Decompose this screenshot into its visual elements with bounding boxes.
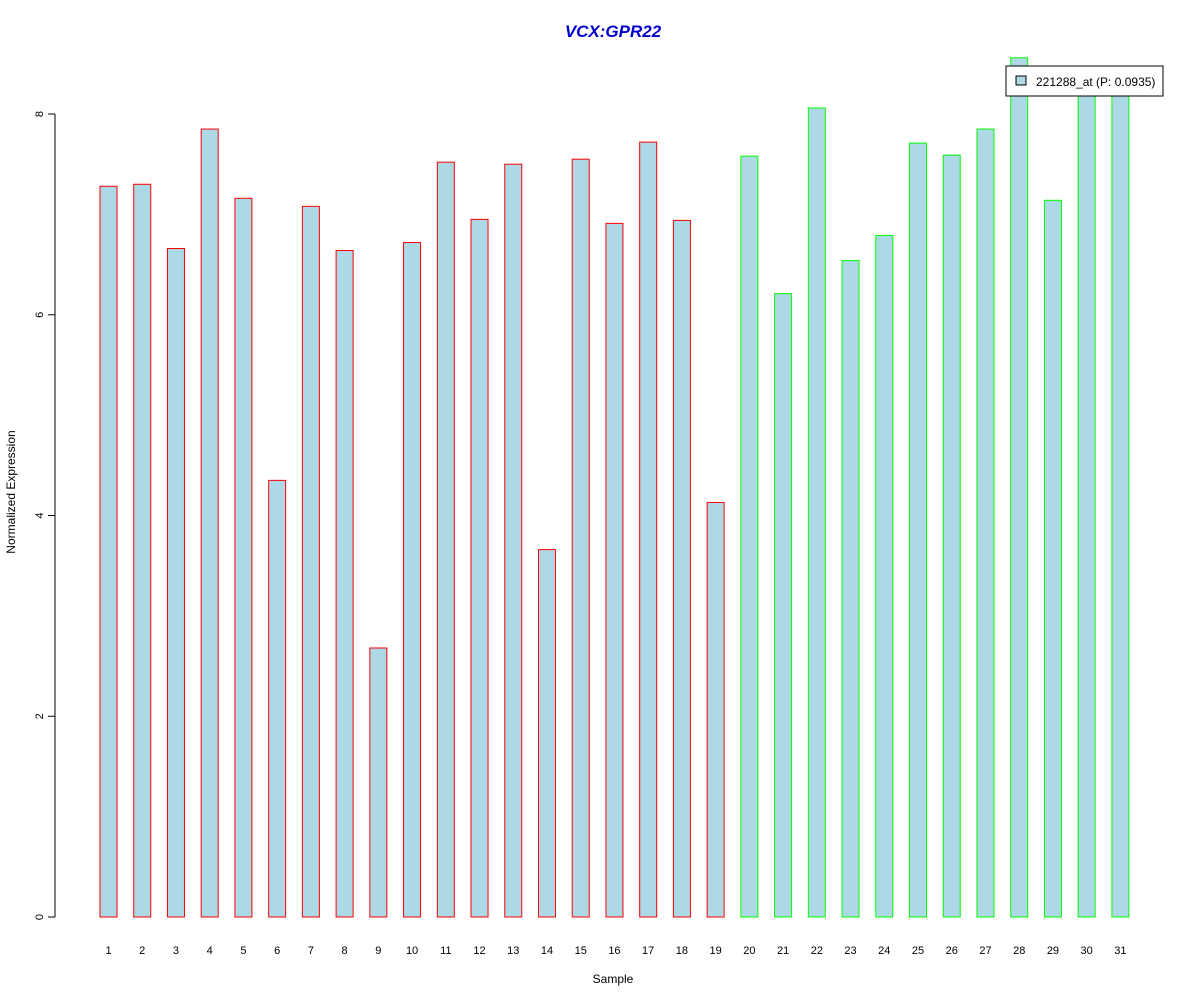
bar (909, 142, 928, 918)
bar (571, 158, 590, 918)
legend-swatch (1015, 75, 1027, 86)
x-tick-label: 24 (878, 945, 890, 957)
bar (774, 293, 793, 918)
x-tick-label: 29 (1047, 945, 1059, 957)
bar (234, 197, 253, 918)
legend-label: 221288_at (P: 0.0935) (1036, 75, 1155, 89)
x-tick-label: 28 (1013, 945, 1025, 957)
x-tick-label: 19 (710, 945, 722, 957)
bar (942, 154, 961, 918)
bar (301, 205, 320, 918)
chart-title: VCX:GPR22 (565, 22, 662, 41)
bar (1111, 84, 1130, 918)
x-tick-label: 14 (541, 945, 553, 957)
legend: 221288_at (P: 0.0935) (1005, 65, 1164, 97)
x-tick-label: 3 (173, 945, 179, 957)
bar (403, 241, 422, 918)
x-tick-label: 27 (979, 945, 991, 957)
x-tick-label: 15 (575, 945, 587, 957)
bar (639, 141, 658, 918)
x-tick-label: 21 (777, 945, 789, 957)
y-axis: 0 2 4 6 8 (34, 111, 56, 920)
bar (436, 161, 455, 918)
bar (706, 501, 725, 918)
x-tick-label: 6 (274, 945, 280, 957)
bar (807, 107, 826, 918)
x-tick-label: 2 (139, 945, 145, 957)
legend-box (1005, 65, 1164, 97)
x-tick-label: 30 (1081, 945, 1093, 957)
bar (335, 250, 354, 918)
bar (504, 163, 523, 918)
x-tick-label: 1 (105, 945, 111, 957)
y-tick-label: 6 (34, 312, 46, 318)
bar (976, 128, 995, 918)
y-tick-label: 2 (34, 713, 46, 719)
bar (369, 647, 388, 918)
bar (200, 128, 219, 918)
x-tick-label: 5 (240, 945, 246, 957)
bar (740, 155, 759, 918)
x-tick-label: 13 (507, 945, 519, 957)
bar (268, 479, 287, 918)
y-tick-label: 8 (34, 111, 46, 117)
x-tick-label: 16 (608, 945, 620, 957)
x-tick-label: 4 (207, 945, 213, 957)
x-tick-label: 26 (946, 945, 958, 957)
x-tick-label: 8 (342, 945, 348, 957)
bar (1010, 57, 1029, 918)
bar (672, 219, 691, 918)
bars (99, 57, 1130, 918)
x-tick-label: 25 (912, 945, 924, 957)
x-tick-label: 22 (811, 945, 823, 957)
bar (841, 260, 860, 918)
bar (605, 222, 624, 918)
x-tick-label: 12 (473, 945, 485, 957)
bar (537, 549, 556, 918)
bar (875, 234, 894, 918)
y-tick-label: 0 (34, 914, 46, 920)
bar (1077, 84, 1096, 918)
x-tick-label: 20 (743, 945, 755, 957)
x-tick-label: 23 (844, 945, 856, 957)
x-tick-label: 18 (676, 945, 688, 957)
x-tick-label: 31 (1114, 945, 1126, 957)
y-tick-label: 4 (34, 512, 46, 518)
bar (133, 183, 152, 918)
bar (470, 218, 489, 918)
x-tick-label: 9 (375, 945, 381, 957)
bar (99, 185, 118, 918)
x-tick-label: 10 (406, 945, 418, 957)
x-axis-label: Sample (593, 972, 634, 986)
x-tick-label: 11 (440, 945, 451, 957)
y-axis-label: Normalized Expression (4, 430, 18, 553)
x-tick-label: 7 (308, 945, 314, 957)
bar (1043, 199, 1062, 918)
x-tick-label: 17 (642, 945, 654, 957)
bar (166, 248, 185, 918)
x-axis-tick-labels: 1 2 3 4 5 6 7 8 9 10 11 12 13 14 15 16 17 18 19 20 21 22 23 24 2… (105, 945, 1126, 957)
